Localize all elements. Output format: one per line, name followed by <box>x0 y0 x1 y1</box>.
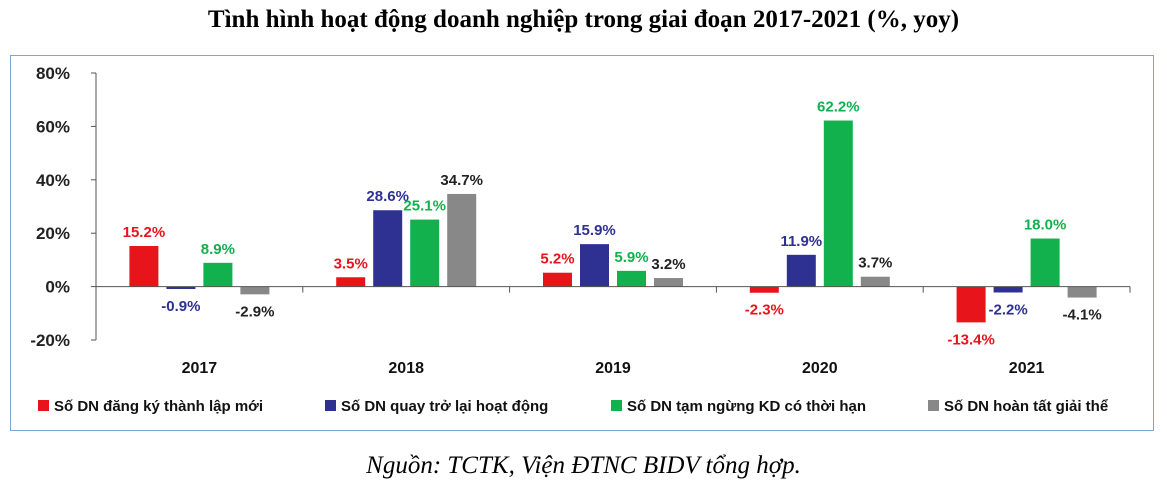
source-note: Nguồn: TCTK, Viện ĐTNC BIDV tổng hợp. <box>366 452 801 479</box>
category-label-2021: 2021 <box>1009 360 1045 377</box>
category-label-2020: 2020 <box>802 360 838 377</box>
data-label-2018-s2: 28.6% <box>366 188 409 205</box>
bar-2019-s3 <box>617 270 646 287</box>
legend-label-4: Số DN hoàn tất giải thể <box>944 398 1108 415</box>
legend-swatch-1 <box>38 400 49 411</box>
y-tick-label: 40% <box>36 171 70 190</box>
bar-2020-s4 <box>860 276 890 287</box>
bar-2019-s1 <box>543 272 572 287</box>
data-label-2020-s4: 3.7% <box>858 255 892 272</box>
bar-2021-s1 <box>956 286 986 323</box>
data-label-2021-s1: -13.4% <box>947 331 995 348</box>
data-label-2019-s4: 3.2% <box>651 256 685 273</box>
y-tick-label: -20% <box>30 331 70 350</box>
category-label-2019: 2019 <box>595 360 631 377</box>
bar-2018-s1 <box>336 277 366 287</box>
data-label-2018-s4: 34.7% <box>440 172 483 189</box>
legend-swatch-4 <box>928 400 939 411</box>
bar-2021-s3 <box>1030 238 1060 287</box>
bar-2020-s3 <box>823 120 853 287</box>
data-label-2020-s3: 62.2% <box>817 99 860 116</box>
data-label-2018-s1: 3.5% <box>334 255 368 272</box>
data-label-2019-s1: 5.2% <box>540 251 574 268</box>
data-label-2019-s2: 15.9% <box>573 222 616 239</box>
bar-2017-s3 <box>203 262 233 287</box>
data-label-2017-s1: 15.2% <box>123 224 166 241</box>
legend-swatch-3 <box>611 400 622 411</box>
data-label-2020-s1: -2.3% <box>745 302 784 319</box>
data-label-2020-s2: 11.9% <box>780 233 822 250</box>
data-label-2017-s3: 8.9% <box>201 241 235 258</box>
legend-label-2: Số DN quay trở lại hoạt động <box>341 398 548 415</box>
category-label-2017: 2017 <box>182 360 218 377</box>
legend-swatch-2 <box>325 400 336 411</box>
data-label-2021-s3: 18.0% <box>1024 217 1067 234</box>
legend-label-3: Số DN tạm ngừng KD có thời hạn <box>627 398 866 415</box>
bar-2018-s4 <box>447 193 477 287</box>
legend-label-1: Số DN đăng ký thành lập mới <box>54 398 263 415</box>
data-label-2017-s4: -2.9% <box>235 303 274 320</box>
data-label-2019-s3: 5.9% <box>614 249 648 266</box>
chart-title: Tình hình hoạt động doanh nghiệp trong g… <box>207 6 960 33</box>
bar-2019-s4 <box>654 278 683 287</box>
y-tick-label: 60% <box>36 117 70 136</box>
data-label-2021-s4: -4.1% <box>1063 307 1102 324</box>
bar-2018-s2 <box>373 210 403 287</box>
data-label-2021-s2: -2.2% <box>989 301 1028 318</box>
bar-2021-s2 <box>993 286 1023 293</box>
y-tick-label: 80% <box>36 64 70 83</box>
y-tick-label: 0% <box>45 278 70 297</box>
bar-2017-s1 <box>129 246 159 287</box>
y-tick-label: 20% <box>36 224 70 243</box>
bar-2020-s1 <box>749 286 779 293</box>
bar-2017-s4 <box>240 286 270 295</box>
bar-2018-s3 <box>410 219 440 287</box>
data-label-2018-s3: 25.1% <box>403 198 446 215</box>
bar-2020-s2 <box>786 254 816 287</box>
bar-2021-s4 <box>1067 286 1097 298</box>
chart-frame <box>10 55 1154 431</box>
bar-2019-s2 <box>580 244 609 287</box>
category-label-2018: 2018 <box>388 360 424 377</box>
data-label-2017-s2: -0.9% <box>161 298 200 315</box>
bar-2017-s2 <box>166 286 196 290</box>
